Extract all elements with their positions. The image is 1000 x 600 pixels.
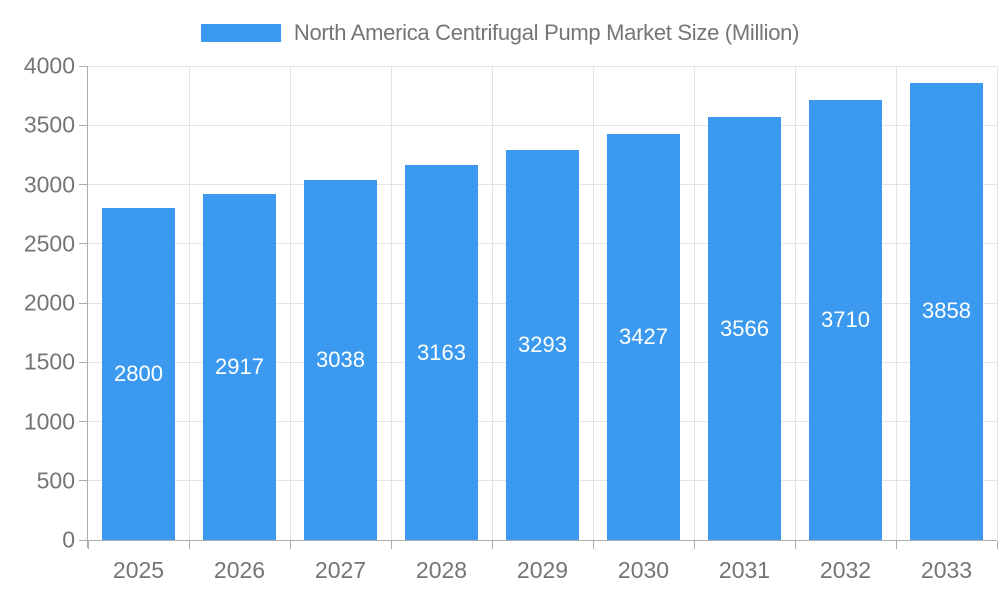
y-axis-line: [87, 66, 88, 548]
bar-value-label: 3858: [922, 298, 971, 324]
y-axis-label: 3500: [23, 111, 75, 138]
bar-value-label: 3427: [619, 323, 668, 349]
x-axis-tick: [289, 541, 291, 549]
x-axis-tick: [996, 541, 998, 549]
bar-2029[interactable]: 3293: [506, 149, 579, 540]
bar-2027[interactable]: 3038: [304, 180, 377, 540]
y-axis-tick: [79, 184, 87, 185]
x-axis-tick: [390, 541, 392, 549]
y-axis-tick: [79, 124, 87, 126]
x-gridline: [794, 66, 796, 540]
x-gridline: [693, 66, 695, 540]
x-axis-label-2033: 2033: [920, 557, 973, 583]
bar-2028[interactable]: 3163: [405, 165, 478, 540]
y-axis-label: 1500: [23, 348, 75, 375]
x-axis-tick: [188, 541, 190, 549]
bar-value-label: 3038: [316, 347, 365, 372]
y-axis-tick: [79, 243, 87, 245]
x-axis-label-2028: 2028: [415, 557, 468, 583]
y-axis-tick: [79, 480, 87, 482]
y-axis-label: 1000: [23, 408, 75, 434]
x-gridline: [390, 66, 392, 540]
x-gridline: [188, 66, 190, 540]
bar-value-label: 3710: [821, 307, 870, 333]
bar-2031[interactable]: 3566: [708, 117, 781, 540]
y-gridline: [88, 65, 997, 67]
x-axis-tick: [794, 541, 796, 549]
x-axis-tick: [87, 541, 89, 549]
bar-value-label: 2800: [114, 361, 163, 387]
bar-2026[interactable]: 2917: [203, 194, 276, 540]
bar-value-label: 2917: [215, 354, 264, 380]
x-gridline: [289, 66, 291, 540]
legend-item[interactable]: North America Centrifugal Pump Market Si…: [0, 19, 1000, 47]
x-axis-label-2029: 2029: [516, 557, 569, 583]
x-axis-label-2031: 2031: [718, 557, 771, 583]
y-axis-label: 2500: [23, 230, 75, 257]
x-axis-label-2027: 2027: [314, 557, 367, 583]
x-gridline: [996, 66, 998, 540]
legend-swatch: [200, 24, 281, 42]
bar-value-label: 3293: [518, 331, 567, 357]
x-gridline: [895, 66, 897, 540]
y-axis-tick: [79, 302, 87, 304]
x-axis-label-2032: 2032: [819, 557, 872, 583]
bar-value-label: 3163: [417, 339, 466, 365]
y-axis-tick: [79, 421, 87, 422]
x-axis-label-2030: 2030: [617, 557, 670, 583]
bar-2032[interactable]: 3710: [809, 100, 882, 540]
y-axis-tick: [79, 361, 87, 363]
y-axis-tick: [79, 65, 87, 67]
y-axis-label: 3000: [23, 171, 75, 197]
x-axis-tick: [693, 541, 695, 549]
y-axis-label: 4000: [23, 52, 75, 79]
x-axis-tick: [592, 541, 594, 549]
x-axis-tick: [491, 541, 493, 549]
x-gridline: [592, 66, 594, 540]
x-axis-line: [87, 540, 997, 541]
y-axis-label: 2000: [23, 289, 75, 316]
bar-2030[interactable]: 3427: [607, 133, 680, 540]
x-gridline: [491, 66, 493, 540]
x-axis-tick: [895, 541, 897, 549]
bar-2033[interactable]: 3858: [910, 82, 983, 540]
y-axis-tick: [79, 539, 87, 541]
y-gridline: [88, 124, 997, 126]
plot-area: 0 500 1000 1500 2000 2500 3000 3500 4000 2800 2025…: [24, 53, 998, 583]
bar-value-label: 3566: [720, 315, 769, 341]
bar-2025[interactable]: 2800: [102, 208, 175, 540]
x-axis-label-2026: 2026: [213, 557, 266, 583]
y-axis-label: 0: [62, 526, 75, 553]
x-axis-label-2025: 2025: [112, 557, 165, 583]
legend-label: North America Centrifugal Pump Market Si…: [293, 20, 800, 45]
y-axis-label: 500: [36, 467, 75, 494]
